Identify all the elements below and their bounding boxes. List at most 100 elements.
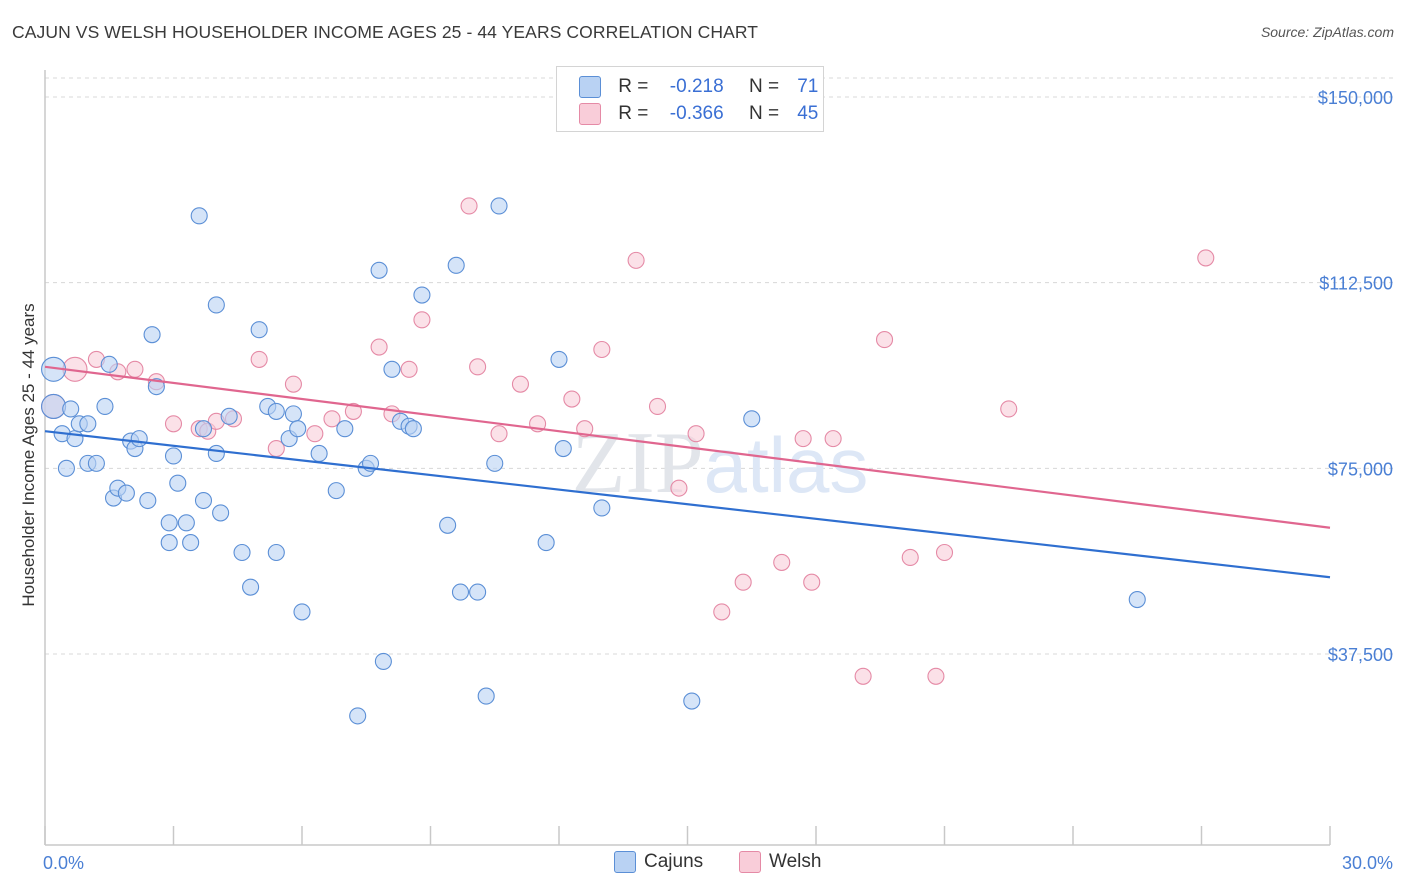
cajuns-trend-line	[44, 430, 1331, 579]
axes	[44, 70, 1331, 846]
cajuns-point	[207, 444, 225, 463]
cajuns-point	[349, 707, 367, 725]
welsh-point	[511, 375, 530, 393]
tick-labels: $150,000 $112,500 $75,000 $37,500 0.0% 30.0%	[43, 88, 1393, 873]
welsh-point	[490, 425, 508, 443]
cajuns-point	[62, 400, 80, 418]
cajuns-point	[1128, 590, 1146, 609]
cajuns-point	[160, 514, 178, 532]
welsh-swatch	[739, 851, 761, 873]
stats-legend: R = -0.218 N = 71 R = -0.366 N = 45	[556, 66, 824, 132]
legend-label: Welsh	[769, 851, 822, 873]
welsh-point	[803, 573, 821, 591]
legend-item-cajuns[interactable]: Cajuns	[614, 851, 703, 873]
welsh-point	[773, 553, 791, 571]
welsh-point	[284, 375, 302, 393]
cajuns-point	[451, 583, 470, 601]
y-tick-label: $150,000	[1318, 88, 1393, 108]
cajuns-point	[327, 482, 345, 500]
welsh-point	[469, 358, 487, 376]
legend-item-welsh[interactable]: Welsh	[739, 851, 821, 873]
cajuns-point	[139, 491, 157, 510]
cajuns-point	[164, 447, 183, 465]
welsh-point	[935, 543, 954, 562]
n-value: 71	[797, 76, 819, 98]
cajuns-point	[267, 402, 285, 420]
welsh-point	[164, 415, 183, 433]
cajuns-point	[41, 393, 67, 419]
welsh-point	[901, 548, 919, 567]
cajuns-point	[194, 420, 213, 438]
n-value: 45	[797, 103, 819, 125]
cajuns-point	[87, 454, 105, 472]
cajuns-point	[177, 514, 195, 532]
welsh-point	[687, 425, 705, 443]
cajuns-point	[413, 286, 431, 304]
cajuns-point	[743, 410, 761, 428]
welsh-point	[875, 331, 894, 349]
welsh-point	[627, 251, 645, 269]
cajuns-point	[212, 504, 230, 522]
trend-lines	[44, 365, 1331, 579]
welsh-points	[41, 197, 1215, 685]
welsh-point	[593, 340, 611, 359]
welsh-point	[824, 430, 842, 448]
cajuns-point	[310, 444, 328, 463]
cajuns-point	[233, 543, 251, 562]
x-tick-label: 30.0%	[1342, 853, 1393, 873]
welsh-point	[794, 430, 812, 448]
welsh-point	[734, 573, 752, 591]
cajuns-point	[57, 459, 75, 477]
cajuns-point	[190, 207, 208, 225]
cajuns-swatch	[579, 76, 601, 98]
welsh-point	[648, 397, 667, 415]
welsh-point	[126, 360, 144, 378]
welsh-point	[1197, 249, 1215, 267]
cajuns-point	[550, 350, 568, 368]
cajuns-point	[404, 420, 422, 438]
cajuns-point	[293, 603, 311, 621]
n-label: N =	[748, 76, 780, 98]
y-tick-label: $112,500	[1319, 274, 1393, 294]
cajuns-point	[100, 355, 118, 373]
x-tick-label: 0.0%	[43, 853, 84, 873]
welsh-swatch	[579, 103, 601, 125]
welsh-point	[713, 603, 731, 621]
cajuns-point	[383, 360, 401, 378]
legend-row-welsh: R = -0.366 N = 45	[579, 103, 818, 129]
series-legend: Cajuns Welsh	[0, 851, 1406, 879]
welsh-point	[927, 667, 945, 685]
welsh-point	[400, 360, 418, 378]
cajuns-point	[130, 430, 148, 448]
cajuns-point	[143, 326, 161, 344]
welsh-trend-line	[44, 365, 1331, 529]
cajuns-point	[374, 652, 392, 670]
cajuns-point	[537, 534, 555, 552]
cajuns-point	[169, 474, 187, 492]
cajuns-point	[683, 692, 701, 710]
cajuns-point	[182, 534, 200, 552]
welsh-point	[413, 311, 431, 329]
cajuns-point	[160, 534, 178, 552]
r-value: -0.218	[669, 76, 724, 98]
welsh-point	[323, 410, 341, 428]
cajuns-point	[284, 405, 302, 423]
welsh-point	[250, 350, 268, 368]
cajuns-point	[554, 439, 572, 458]
welsh-point	[306, 425, 324, 443]
cajuns-point	[593, 499, 611, 517]
cajuns-point	[207, 296, 225, 314]
cajuns-point	[117, 484, 135, 502]
cajuns-point	[79, 415, 97, 433]
chart-title: CAJUN VS WELSH HOUSEHOLDER INCOME AGES 2…	[12, 22, 759, 42]
r-label: R =	[618, 76, 649, 98]
grid-lines	[45, 77, 1395, 655]
welsh-point	[344, 402, 362, 420]
cajuns-point	[469, 583, 487, 601]
r-value: -0.366	[669, 103, 724, 125]
cajuns-point	[370, 261, 388, 279]
welsh-point	[576, 420, 594, 438]
welsh-point	[460, 197, 478, 215]
cajuns-point	[220, 407, 238, 425]
